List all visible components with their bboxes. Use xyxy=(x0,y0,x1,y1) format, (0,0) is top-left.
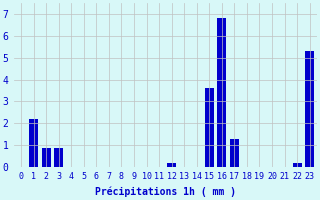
Bar xyxy=(205,88,214,167)
Bar xyxy=(305,51,314,167)
Bar xyxy=(293,163,301,167)
Bar xyxy=(54,148,63,167)
Bar xyxy=(218,18,226,167)
Bar xyxy=(167,163,176,167)
Bar xyxy=(42,148,51,167)
Bar xyxy=(230,139,239,167)
Bar xyxy=(29,119,38,167)
X-axis label: Précipitations 1h ( mm ): Précipitations 1h ( mm ) xyxy=(95,187,236,197)
